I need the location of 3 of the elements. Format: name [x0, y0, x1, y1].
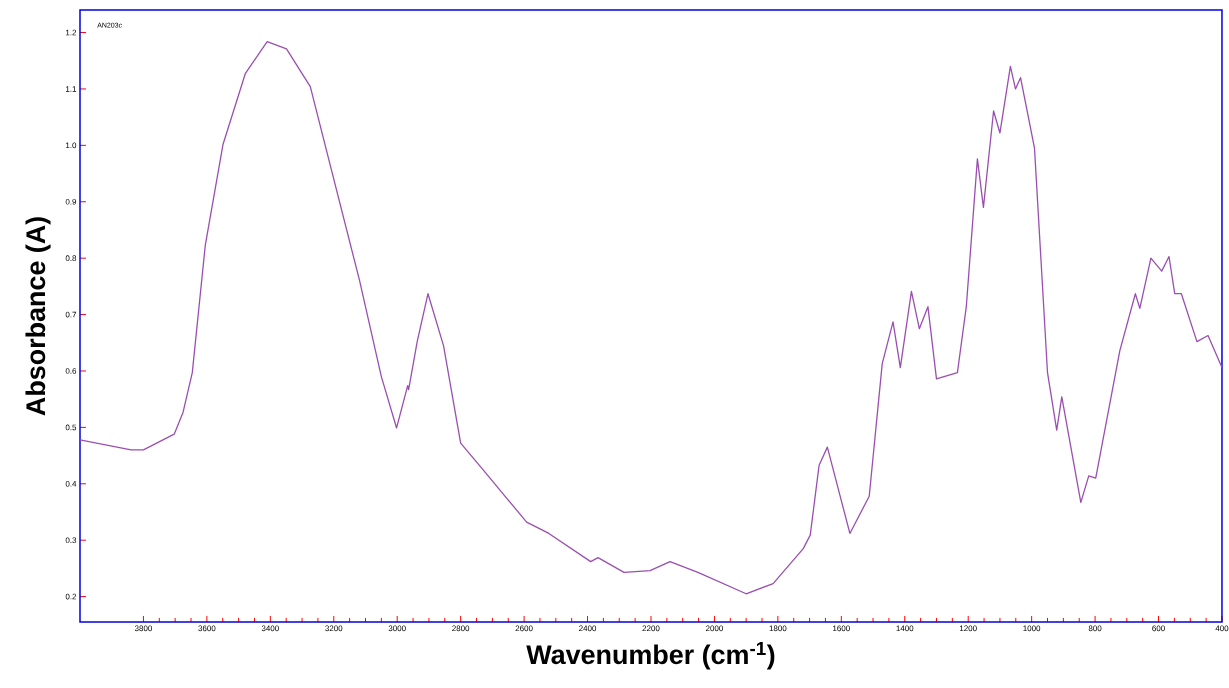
y-axis-title: Absorbance (A) — [25, 217, 51, 416]
x-axis-title: Wavenumber (cm$^{-1}$) — [526, 641, 775, 670]
line-series — [79, 40, 1222, 595]
